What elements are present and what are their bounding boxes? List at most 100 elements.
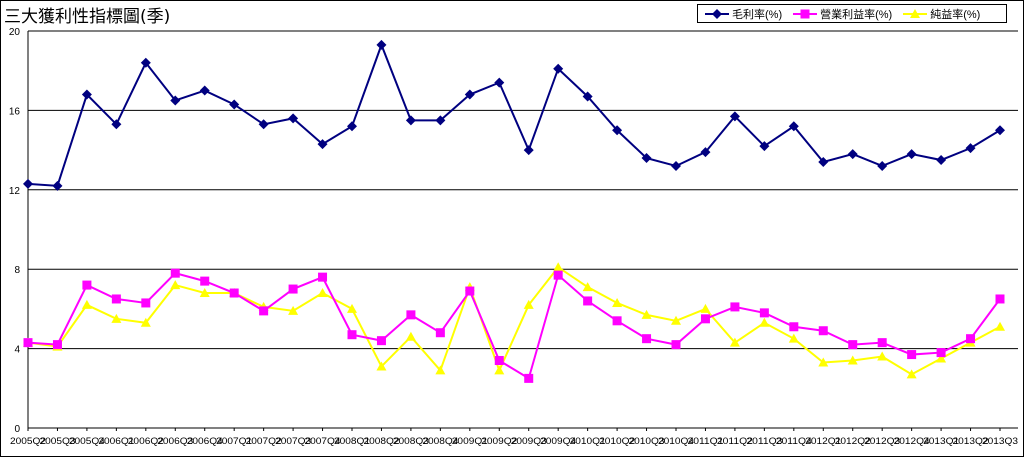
data-point-square [259,306,269,316]
x-tick-label: 2009Q3 [511,436,547,446]
data-point-diamond [317,139,328,150]
legend-label: 毛利率(%) [732,8,783,21]
x-tick-label: 2009Q1 [452,436,488,446]
data-point-diamond [553,63,564,74]
x-tick-label: 2005Q3 [39,436,75,446]
data-point-diamond [847,149,858,160]
legend-item: 毛利率(%) [704,6,782,22]
series-group [23,39,1005,383]
data-point-triangle [376,361,387,371]
x-tick-label: 2008Q1 [334,436,370,446]
data-point-square [848,340,858,350]
data-point-triangle [494,365,505,375]
data-point-square [170,268,180,278]
data-point-diamond [818,157,829,168]
legend-label: 純益率(%) [930,8,981,21]
data-point-square [907,350,917,360]
x-tick-label: 2006Q3 [157,436,193,446]
data-point-triangle [435,365,446,375]
data-point-square [642,334,652,344]
data-point-diamond [435,115,446,126]
data-point-diamond [788,121,799,132]
data-point-square [406,310,416,320]
x-tick-label: 2012Q4 [894,436,930,446]
x-tick-label: 2013Q2 [953,436,989,446]
x-tick-label: 2012Q2 [835,436,871,446]
data-point-diamond [523,145,534,156]
data-point-square [229,288,239,298]
data-point-triangle [582,282,593,292]
data-point-square [435,328,445,338]
data-point-diamond [906,149,917,160]
data-point-square [966,334,976,344]
data-point-triangle [910,8,921,18]
x-tick-label: 2010Q3 [629,436,665,446]
data-point-square [111,294,121,304]
data-point-triangle [936,353,947,363]
data-point-triangle [523,299,534,309]
series-line [27,42,1001,187]
data-point-triangle [288,305,299,315]
x-tick-label: 2012Q3 [864,436,900,446]
data-point-diamond [170,95,181,106]
y-tick-label: 4 [14,345,20,356]
data-point-square [82,280,92,290]
data-point-triangle [641,309,652,319]
data-point-triangle [818,357,829,367]
data-point-triangle [81,299,92,309]
x-tick-label: 2009Q4 [540,436,576,446]
x-tick-label: 2008Q3 [393,436,429,446]
data-point-diamond [258,119,269,130]
x-tick-label: 2011Q4 [776,436,812,446]
data-point-triangle [788,333,799,343]
x-tick-label: 2008Q4 [422,436,458,446]
x-tick-label: 2006Q2 [128,436,164,446]
data-point-square [553,270,563,280]
y-tick-label: 12 [9,186,21,197]
data-point-diamond [111,119,122,130]
data-point-square [318,272,328,282]
data-point-square [52,340,62,350]
x-tick-labels: 2005Q22005Q32005Q42006Q12006Q22006Q32006… [10,436,1018,446]
data-point-diamond [995,125,1005,136]
data-point-diamond [52,180,63,191]
x-tick-label: 2006Q1 [98,436,134,446]
data-point-diamond [582,91,593,102]
legend-item: 純益率(%) [902,6,980,22]
data-point-diamond [288,113,299,124]
x-tick-label: 2010Q4 [658,436,694,446]
data-point-triangle [906,369,917,379]
y-tick-label: 0 [14,424,20,435]
data-point-square [347,330,357,340]
data-point-square [789,322,799,332]
data-point-diamond [700,147,711,158]
y-tick-label: 16 [9,106,21,117]
data-point-square [200,276,210,286]
x-tick-label: 2010Q2 [599,436,635,446]
data-point-square [730,302,740,312]
data-point-square [877,338,887,348]
legend-item: 營業利益率(%) [792,6,892,22]
data-point-square [818,326,828,336]
series-0 [23,39,1005,191]
data-point-diamond [347,121,357,132]
x-tick-label: 2011Q3 [746,436,782,446]
x-tick-label: 2005Q4 [69,436,105,446]
data-point-square [800,9,810,18]
data-point-triangle [700,303,711,313]
x-tick-label: 2007Q2 [246,436,282,446]
data-point-square [612,316,622,326]
x-tick-label: 2007Q3 [275,436,311,446]
data-point-triangle [995,321,1005,331]
x-tick-label: 2012Q1 [805,436,841,446]
data-point-diamond [140,57,151,68]
data-point-diamond [405,115,416,126]
chart-title: 三大獲利性指標圖(季) [4,7,171,27]
y-tick-label: 8 [14,265,20,276]
data-point-triangle [111,313,122,323]
data-point-square [671,340,681,350]
data-point-triangle [347,303,357,313]
x-tick-label: 2005Q2 [10,436,46,446]
data-point-triangle [847,355,858,365]
